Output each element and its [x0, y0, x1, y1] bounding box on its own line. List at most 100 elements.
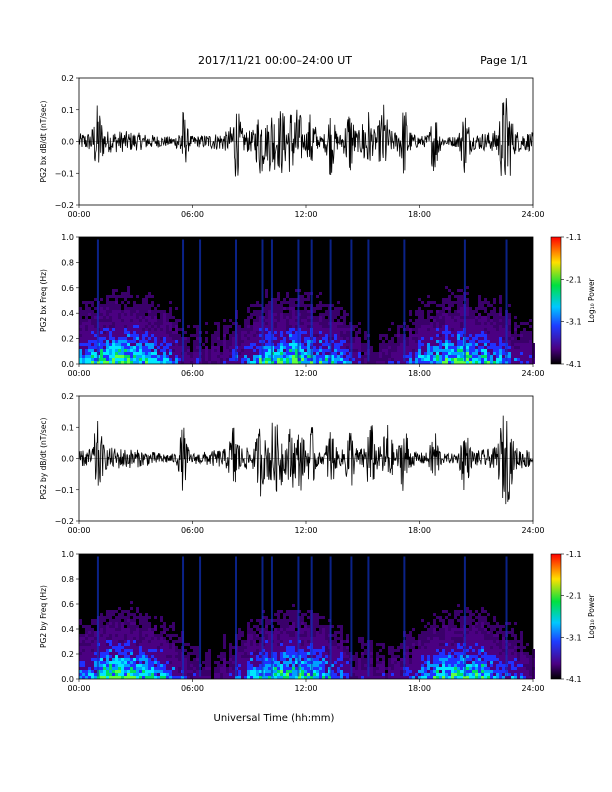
bx-spectrogram-cell	[292, 325, 295, 328]
by-spectrogram-cell	[298, 655, 301, 658]
bx-spectrogram-cell	[247, 355, 250, 358]
by-spectrogram-cell	[85, 646, 88, 649]
bx-spectrogram-cell	[334, 310, 337, 313]
by-spectrogram-cell	[244, 646, 247, 649]
by-spectrogram-cell	[460, 625, 463, 628]
by-spectrogram-cell	[361, 655, 364, 658]
by-spectrogram-cell	[247, 637, 250, 640]
bx-spectrogram-cell	[175, 352, 178, 355]
bx-spectrogram-cell	[274, 340, 277, 343]
bx-spectrogram-cell	[295, 355, 298, 358]
bx-spectrogram-cell	[328, 361, 331, 364]
by-spectrogram-cell	[115, 652, 118, 655]
bx-spectrogram-cell	[322, 313, 325, 316]
by-spectrogram-cell	[118, 625, 121, 628]
bx-spectrogram-cell	[160, 349, 163, 352]
bx-spectrogram-cell	[295, 328, 298, 331]
by-spectrogram-cell	[325, 643, 328, 646]
bx-spectrogram-cell	[148, 313, 151, 316]
by-spectrogram-cell	[118, 664, 121, 667]
bx-spectrogram-cell	[388, 355, 391, 358]
bx-spectrogram-cell	[316, 325, 319, 328]
bx-spectrogram-cell	[508, 352, 511, 355]
by-spectrogram-cell	[304, 634, 307, 637]
bx-spectrogram-cell	[430, 337, 433, 340]
bx-spectrogram-cell	[307, 334, 310, 337]
bx-spectrogram-cell	[109, 304, 112, 307]
by-spectrogram-cell	[481, 616, 484, 619]
bx-spectrogram-cell	[79, 319, 82, 322]
bx-spectrogram-cell	[277, 310, 280, 313]
bx-spectrogram-cell	[244, 361, 247, 364]
by-spectrogram-cell	[163, 628, 166, 631]
bx-spectrogram-cell	[307, 292, 310, 295]
by-spectrogram-cell	[307, 667, 310, 670]
by-spectrogram-cell	[466, 676, 469, 679]
by-spectrogram-cell	[262, 640, 265, 643]
by-spectrogram-cell	[379, 676, 382, 679]
bx-spectrogram-cell	[469, 358, 472, 361]
bx-spectrogram-cell	[208, 358, 211, 361]
by-spectrogram-cell	[496, 667, 499, 670]
by-spectrogram-cell	[472, 664, 475, 667]
bx-spectrogram-cell	[397, 343, 400, 346]
by-spectrogram-cell	[337, 655, 340, 658]
bx-spectrogram-cell	[430, 349, 433, 352]
bx-spectrogram-cell	[292, 361, 295, 364]
bx-spectrogram-cell	[280, 331, 283, 334]
by-spectrogram-cell	[292, 631, 295, 634]
by-spectrogram-cell	[178, 664, 181, 667]
bx-spectrogram-cell	[133, 352, 136, 355]
by-spectrogram-cell	[325, 658, 328, 661]
bx-spectrogram-cell	[322, 304, 325, 307]
bx-spectrogram-cell	[511, 340, 514, 343]
bx-spectrogram-cell	[142, 325, 145, 328]
by-spectrogram-cell	[250, 640, 253, 643]
by-spectrogram-cell	[124, 628, 127, 631]
bx-spectrogram-cell	[469, 346, 472, 349]
by-spectrogram-cell	[223, 676, 226, 679]
bx-spectrogram-cell	[415, 346, 418, 349]
by-spectrogram-cell	[478, 661, 481, 664]
by-spectrogram-cell	[412, 652, 415, 655]
bx-spectrogram-cell	[205, 346, 208, 349]
bx-spectrogram-cell	[184, 355, 187, 358]
by-spectrogram-cell	[145, 634, 148, 637]
by-spectrogram-cell	[229, 652, 232, 655]
by-spectrogram-cell	[475, 646, 478, 649]
bx-spectrogram-cell	[91, 328, 94, 331]
bx-spectrogram-cell	[265, 361, 268, 364]
by-spectrogram-cell	[178, 676, 181, 679]
by-spectrogram-cell	[319, 658, 322, 661]
bx-spectrogram-cell	[487, 319, 490, 322]
by-spectrogram-cell	[118, 646, 121, 649]
by-spectrogram-cell	[325, 652, 328, 655]
bx-spectrogram-cell	[280, 307, 283, 310]
bx-spectrogram-cell	[112, 337, 115, 340]
bx-spectrogram-cell	[85, 301, 88, 304]
bx-spectrogram-cell	[265, 355, 268, 358]
bx-spectrogram-x-tick-label: 06:00	[181, 369, 204, 378]
bx-spectrogram-cell	[484, 298, 487, 301]
bx-spectrogram-cell	[157, 352, 160, 355]
bx-spectrogram-cell	[502, 343, 505, 346]
by-spectrogram-cell	[499, 652, 502, 655]
bx-spectrogram-cell	[289, 325, 292, 328]
bx-spectrogram-cell	[184, 346, 187, 349]
by-spectrogram-cell	[295, 637, 298, 640]
by-spectrogram-cell	[364, 673, 367, 676]
bx-spectrogram-cell	[142, 328, 145, 331]
by-spectrogram-cell	[433, 676, 436, 679]
by-spectrogram-cell	[193, 658, 196, 661]
by-spectrogram-cell	[379, 667, 382, 670]
by-spectrogram-cell	[172, 655, 175, 658]
bx-spectrogram-cell	[499, 298, 502, 301]
by-spectrogram-cell	[160, 640, 163, 643]
header-date-range: 2017/11/21 00:00–24:00 UT	[198, 54, 352, 67]
bx-spectrogram-cell	[229, 361, 232, 364]
by-spectrogram-cell	[88, 643, 91, 646]
bx-spectrogram-cell	[277, 307, 280, 310]
by-spectrogram-cell	[475, 649, 478, 652]
by-spectrogram-cell	[268, 667, 271, 670]
